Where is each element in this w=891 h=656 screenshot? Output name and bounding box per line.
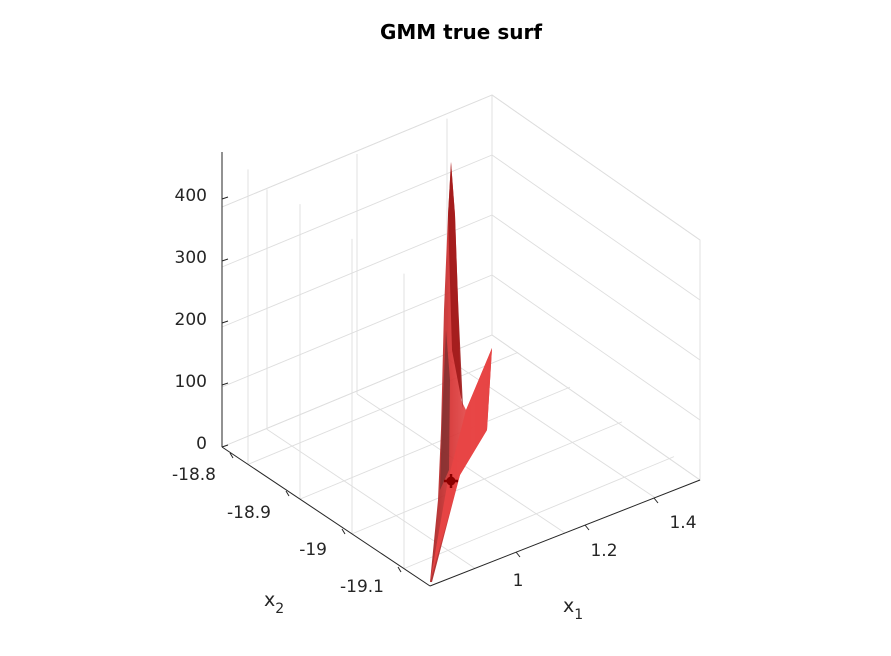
grid-line (247, 351, 519, 465)
z-tick-label: 300 (175, 248, 207, 268)
x-axis-label-sub: 1 (574, 607, 583, 623)
surface (430, 162, 492, 582)
x-ticks: 1 1.2 1.4 (513, 497, 697, 591)
grid-lines (221, 94, 701, 570)
chart-title: GMM true surf (380, 20, 542, 44)
x-tick-label: 1.4 (669, 513, 696, 533)
grid-line (351, 421, 623, 535)
y-ticks: -18.8 -18.9 -19 -19.1 (172, 452, 402, 597)
y-tick-label: -19 (299, 540, 327, 560)
z-tick-label: 0 (196, 434, 207, 454)
grid-line (299, 386, 571, 500)
y-axis-line (221, 446, 431, 587)
x-axis-label: x1 (563, 595, 583, 623)
y-axis-label-sub: 2 (275, 601, 284, 617)
grid-line (491, 154, 701, 301)
axes (221, 152, 701, 587)
grid-line (491, 94, 701, 241)
y-axis-label: x2 (264, 589, 284, 617)
grid-line (221, 94, 493, 208)
x-tick-label: 1.2 (590, 541, 617, 561)
z-tick-label: 200 (175, 310, 207, 330)
y-tick-label: -18.8 (172, 465, 216, 485)
surface-shadow (440, 330, 450, 490)
marker-point (444, 474, 458, 488)
y-axis-label-base: x (264, 589, 275, 611)
z-tick-label: 100 (175, 372, 207, 392)
grid-line (491, 274, 701, 421)
x-axis-label-base: x (563, 595, 574, 617)
grid-line (491, 214, 701, 361)
grid-line (491, 334, 701, 481)
surface-lower-sheet (430, 348, 492, 582)
z-ticks: 0 100 200 300 400 (175, 186, 229, 454)
x-tick-label: 1 (513, 571, 524, 591)
grid-line (403, 456, 675, 570)
y-tick-label: -18.9 (227, 503, 271, 523)
x-axis-line (429, 479, 701, 587)
surface-peak (448, 162, 463, 408)
z-tick-label: 400 (175, 186, 207, 206)
y-tick-label: -19.1 (340, 577, 384, 597)
grid-back-planes (221, 94, 701, 587)
